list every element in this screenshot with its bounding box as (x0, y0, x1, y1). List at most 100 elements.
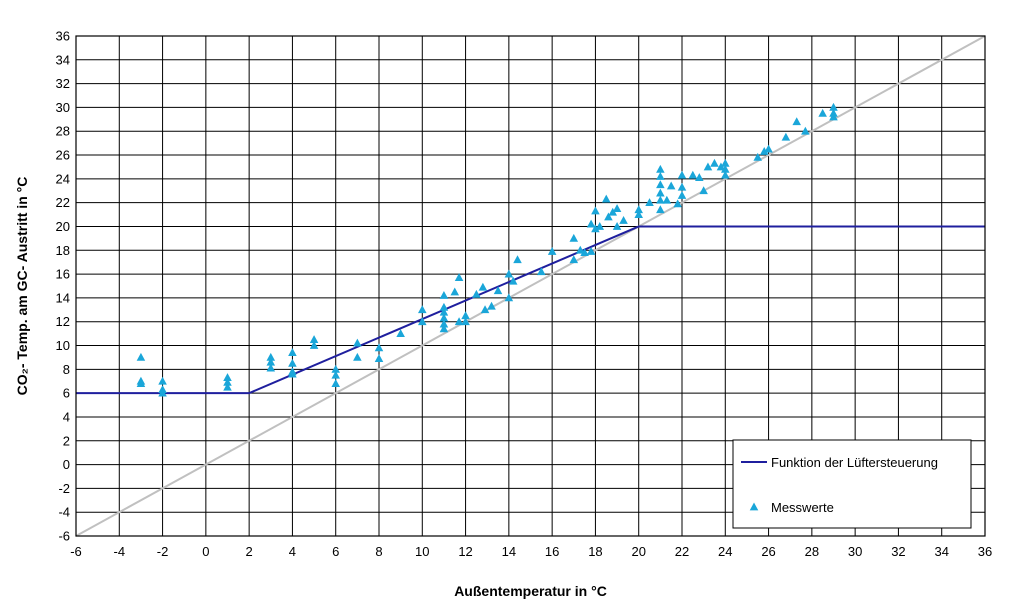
data-point-messwert (753, 152, 763, 161)
data-point-messwert (781, 132, 791, 141)
data-point-messwert (547, 246, 557, 255)
data-point-messwert (673, 199, 682, 208)
data-point-messwert (721, 170, 730, 179)
y-tick-label: 12 (56, 314, 70, 329)
data-point-messwert (223, 382, 232, 391)
data-point-messwert (266, 357, 276, 366)
data-point-messwert (472, 289, 481, 298)
y-tick-label: 20 (56, 219, 70, 234)
y-tick-label: 8 (63, 362, 70, 377)
data-point-messwert (331, 364, 340, 373)
data-point-messwert (695, 173, 704, 182)
y-tick-label: 32 (56, 76, 70, 91)
x-tick-label: 22 (675, 544, 689, 559)
y-tick-label: 16 (56, 267, 70, 282)
data-point-messwert (439, 302, 449, 311)
data-point-messwert (353, 352, 362, 361)
y-tick-label: 26 (56, 148, 70, 163)
x-tick-label: 28 (805, 544, 819, 559)
data-point-messwert (656, 180, 665, 189)
data-point-messwert (710, 158, 719, 167)
x-tick-label: 24 (718, 544, 732, 559)
y-tick-label: 22 (56, 195, 70, 210)
x-tick-label: 6 (332, 544, 339, 559)
data-point-messwert (418, 305, 427, 314)
y-tick-label: 24 (56, 171, 70, 186)
y-tick-label: 0 (63, 457, 70, 472)
data-point-messwert (792, 117, 801, 126)
data-point-messwert (439, 324, 449, 333)
data-point-messwert (580, 248, 589, 257)
data-point-messwert (764, 144, 773, 153)
x-tick-label: 10 (415, 544, 429, 559)
data-point-messwert (288, 348, 297, 357)
x-tick-label: 14 (502, 544, 516, 559)
data-point-messwert (608, 207, 618, 216)
x-tick-labels: -6 -4 -2 0 2 4 6 8 10 12 14 16 18 20 22 24 26 28 30 32 34 36 (70, 544, 992, 559)
data-point-messwert (591, 206, 600, 215)
y-tick-label: 18 (56, 243, 70, 258)
x-tick-label: 26 (761, 544, 775, 559)
data-point-messwert (677, 191, 687, 199)
data-point-messwert (569, 233, 579, 242)
x-tick-label: 32 (891, 544, 905, 559)
y-tick-label: 2 (63, 433, 70, 448)
data-point-messwert (266, 352, 276, 361)
data-point-messwert (591, 224, 600, 233)
data-point-messwert (508, 276, 518, 285)
data-point-messwert (569, 255, 579, 264)
x-tick-label: 16 (545, 544, 559, 559)
data-point-messwert (586, 219, 596, 228)
data-point-messwert (818, 108, 827, 117)
data-point-messwert (461, 311, 470, 320)
y-tick-label: 34 (56, 52, 70, 67)
x-tick-label: 2 (246, 544, 253, 559)
data-point-messwert (288, 369, 297, 378)
y-tick-label: 14 (56, 290, 70, 305)
data-point-messwert (662, 195, 672, 204)
legend-box (732, 439, 972, 529)
data-point-messwert (656, 188, 665, 197)
x-tick-label: 0 (202, 544, 209, 559)
legend-triangle-swatch (749, 502, 759, 511)
data-point-messwert (612, 204, 622, 212)
data-point-messwert (493, 286, 503, 295)
data-point-messwert (309, 341, 319, 349)
data-point-messwert (266, 363, 276, 372)
data-point-messwert (418, 317, 427, 326)
data-point-messwert (158, 376, 167, 385)
data-point-messwert (666, 181, 676, 190)
x-tick-label: -4 (114, 544, 126, 559)
x-tick-label: 20 (631, 544, 645, 559)
data-point-messwert (454, 273, 464, 282)
data-point-messwert (759, 146, 769, 155)
data-point-messwert (158, 388, 167, 397)
data-point-messwert (487, 301, 496, 310)
data-point-messwert (454, 317, 464, 326)
data-point-messwert (478, 282, 488, 291)
y-tick-label: -6 (58, 529, 70, 544)
series-layer (76, 102, 985, 397)
y-tick-label: 36 (56, 29, 70, 44)
data-point-messwert (374, 354, 384, 362)
data-point-messwert (677, 182, 687, 191)
data-point-messwert (634, 210, 643, 218)
data-point-messwert (461, 317, 470, 326)
data-point-messwert (656, 171, 665, 180)
data-point-messwert (223, 377, 232, 386)
data-point-messwert (586, 246, 596, 255)
data-point-messwert (504, 293, 514, 302)
data-point-messwert (645, 198, 654, 207)
x-axis-title: Außentemperatur in °C (454, 583, 607, 599)
y-tick-label: 28 (56, 124, 70, 139)
data-point-messwert (601, 194, 611, 203)
data-point-messwert (716, 162, 726, 171)
y-tick-label: 4 (63, 409, 70, 424)
data-point-messwert (136, 352, 146, 361)
data-point-messwert (595, 221, 605, 230)
data-point-messwert (439, 291, 449, 299)
x-tick-label: 12 (458, 544, 472, 559)
data-point-messwert (656, 205, 665, 214)
